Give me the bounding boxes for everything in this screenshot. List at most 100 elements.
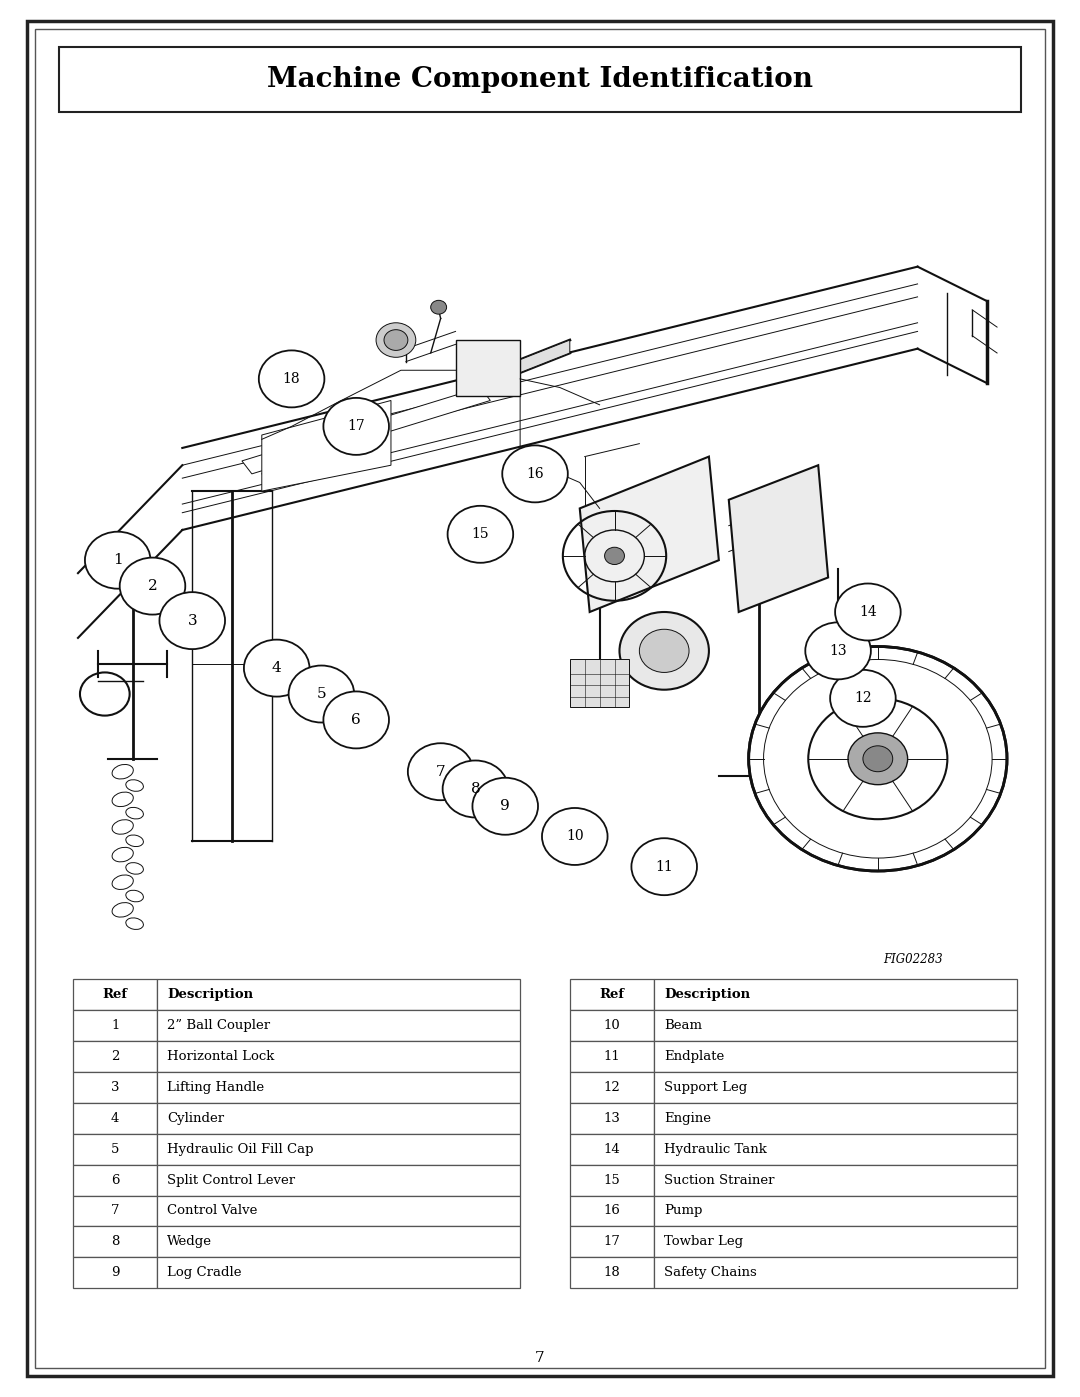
- FancyBboxPatch shape: [73, 1227, 158, 1257]
- Circle shape: [639, 629, 689, 672]
- Text: 8: 8: [471, 782, 481, 796]
- Text: 12: 12: [854, 692, 872, 705]
- Polygon shape: [515, 339, 570, 374]
- Text: 13: 13: [829, 644, 847, 658]
- Circle shape: [605, 548, 624, 564]
- Circle shape: [288, 665, 354, 722]
- Text: Machine Component Identification: Machine Component Identification: [267, 66, 813, 94]
- FancyBboxPatch shape: [158, 1041, 521, 1071]
- Text: Lifting Handle: Lifting Handle: [167, 1081, 265, 1094]
- FancyBboxPatch shape: [570, 1041, 654, 1071]
- Circle shape: [376, 323, 416, 358]
- Circle shape: [542, 807, 608, 865]
- Text: Description: Description: [664, 988, 751, 1002]
- FancyBboxPatch shape: [570, 1134, 654, 1165]
- FancyBboxPatch shape: [158, 1102, 521, 1134]
- Text: Wedge: Wedge: [167, 1235, 213, 1249]
- Text: 7: 7: [536, 1351, 544, 1365]
- FancyBboxPatch shape: [654, 1165, 1017, 1196]
- Text: 15: 15: [604, 1173, 620, 1186]
- FancyBboxPatch shape: [570, 659, 630, 707]
- FancyBboxPatch shape: [73, 1165, 158, 1196]
- Text: Suction Strainer: Suction Strainer: [664, 1173, 774, 1186]
- FancyBboxPatch shape: [73, 1134, 158, 1165]
- FancyBboxPatch shape: [570, 1102, 654, 1134]
- FancyBboxPatch shape: [59, 47, 1021, 112]
- Text: 4: 4: [111, 1112, 120, 1125]
- FancyBboxPatch shape: [27, 21, 1053, 1376]
- Circle shape: [431, 300, 447, 314]
- Text: Split Control Lever: Split Control Lever: [167, 1173, 296, 1186]
- Polygon shape: [729, 465, 828, 612]
- FancyBboxPatch shape: [456, 339, 521, 397]
- Polygon shape: [261, 401, 391, 492]
- Circle shape: [620, 612, 708, 690]
- FancyBboxPatch shape: [73, 1071, 158, 1102]
- Circle shape: [863, 746, 893, 771]
- FancyBboxPatch shape: [654, 1102, 1017, 1134]
- Text: 2” Ball Coupler: 2” Ball Coupler: [167, 1018, 270, 1032]
- Text: 9: 9: [500, 799, 510, 813]
- Text: 17: 17: [348, 419, 365, 433]
- FancyBboxPatch shape: [570, 1196, 654, 1227]
- FancyBboxPatch shape: [654, 1071, 1017, 1102]
- Text: Cylinder: Cylinder: [167, 1112, 225, 1125]
- Text: Support Leg: Support Leg: [664, 1081, 747, 1094]
- FancyBboxPatch shape: [73, 1041, 158, 1071]
- Text: Towbar Leg: Towbar Leg: [664, 1235, 743, 1249]
- Text: Pump: Pump: [664, 1204, 703, 1217]
- FancyBboxPatch shape: [654, 1134, 1017, 1165]
- Text: 17: 17: [604, 1235, 621, 1249]
- Text: Endplate: Endplate: [664, 1051, 725, 1063]
- Text: 4: 4: [272, 661, 282, 675]
- Polygon shape: [580, 457, 719, 612]
- FancyBboxPatch shape: [654, 1196, 1017, 1227]
- Text: 9: 9: [111, 1266, 120, 1280]
- FancyBboxPatch shape: [73, 1010, 158, 1041]
- Circle shape: [160, 592, 225, 650]
- Text: 14: 14: [604, 1143, 620, 1155]
- FancyBboxPatch shape: [654, 1041, 1017, 1071]
- Text: 7: 7: [111, 1204, 120, 1217]
- Circle shape: [85, 532, 150, 588]
- Text: Ref: Ref: [103, 988, 127, 1002]
- Circle shape: [447, 506, 513, 563]
- Circle shape: [472, 778, 538, 835]
- Text: 18: 18: [283, 372, 300, 386]
- Text: Description: Description: [167, 988, 254, 1002]
- Text: 1: 1: [112, 553, 123, 567]
- Text: 18: 18: [604, 1266, 620, 1280]
- Text: 16: 16: [604, 1204, 621, 1217]
- Circle shape: [831, 669, 895, 726]
- Polygon shape: [242, 387, 490, 474]
- Circle shape: [259, 351, 324, 408]
- Text: 1: 1: [111, 1018, 120, 1032]
- Circle shape: [120, 557, 186, 615]
- FancyBboxPatch shape: [158, 979, 521, 1010]
- FancyBboxPatch shape: [654, 1227, 1017, 1257]
- FancyBboxPatch shape: [654, 1010, 1017, 1041]
- FancyBboxPatch shape: [570, 1010, 654, 1041]
- FancyBboxPatch shape: [35, 29, 1045, 1368]
- FancyBboxPatch shape: [73, 1102, 158, 1134]
- Text: 14: 14: [859, 605, 877, 619]
- FancyBboxPatch shape: [570, 1257, 654, 1288]
- Text: Safety Chains: Safety Chains: [664, 1266, 757, 1280]
- FancyBboxPatch shape: [158, 1010, 521, 1041]
- FancyBboxPatch shape: [158, 1257, 521, 1288]
- Circle shape: [443, 760, 509, 817]
- FancyBboxPatch shape: [73, 1257, 158, 1288]
- Text: 5: 5: [316, 687, 326, 701]
- FancyBboxPatch shape: [158, 1134, 521, 1165]
- Circle shape: [748, 647, 1007, 870]
- Text: Hydraulic Oil Fill Cap: Hydraulic Oil Fill Cap: [167, 1143, 314, 1155]
- FancyBboxPatch shape: [654, 1257, 1017, 1288]
- Text: 3: 3: [188, 613, 197, 627]
- FancyBboxPatch shape: [570, 1227, 654, 1257]
- Text: 6: 6: [111, 1173, 120, 1186]
- Circle shape: [384, 330, 408, 351]
- Text: Ref: Ref: [599, 988, 624, 1002]
- Circle shape: [502, 446, 568, 503]
- Circle shape: [806, 622, 870, 679]
- Text: 10: 10: [566, 830, 583, 844]
